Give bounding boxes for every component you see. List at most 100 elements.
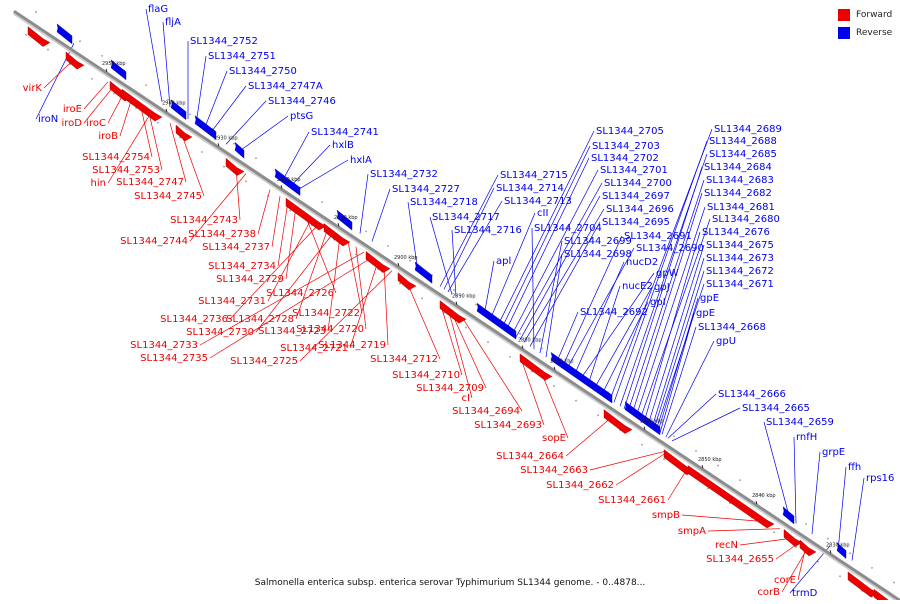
reverse-gene-label[interactable]: SL1344_2668: [698, 322, 766, 333]
forward-gene-block[interactable]: [365, 250, 391, 273]
forward-gene-label[interactable]: SL1344_2719: [318, 340, 386, 351]
forward-gene-label[interactable]: SL1344_2734: [208, 261, 276, 272]
reverse-gene-block[interactable]: [550, 351, 613, 404]
forward-gene-block[interactable]: [121, 88, 163, 122]
reverse-gene-block[interactable]: [170, 99, 187, 121]
reverse-gene-block[interactable]: [194, 115, 217, 141]
forward-gene-block[interactable]: [519, 353, 553, 381]
forward-gene-label[interactable]: SL1344_2736: [160, 314, 228, 325]
reverse-gene-block[interactable]: [836, 542, 847, 560]
forward-gene-label[interactable]: SL1344_2662: [546, 480, 614, 491]
forward-gene-label[interactable]: corE: [774, 575, 796, 586]
reverse-gene-label[interactable]: SL1344_2700: [604, 178, 672, 189]
forward-gene-block[interactable]: [175, 124, 193, 142]
reverse-gene-label[interactable]: SL1344_2671: [706, 279, 774, 290]
reverse-gene-label[interactable]: SL1344_2684: [704, 162, 772, 173]
reverse-gene-label[interactable]: rnfH: [796, 432, 817, 443]
reverse-gene-label[interactable]: SL1344_2692: [580, 307, 648, 318]
forward-gene-label[interactable]: SL1344_2694: [452, 406, 520, 417]
reverse-gene-label[interactable]: SL1344_2717: [432, 212, 500, 223]
reverse-gene-label[interactable]: SL1344_2750: [229, 66, 297, 77]
forward-gene-label[interactable]: SL1344_2753: [92, 165, 160, 176]
reverse-gene-block[interactable]: [274, 168, 301, 196]
forward-gene-label[interactable]: SL1344_2664: [496, 451, 564, 462]
forward-gene-block[interactable]: [603, 409, 633, 434]
reverse-gene-label[interactable]: SL1344_2701: [600, 165, 668, 176]
reverse-gene-label[interactable]: SL1344_2716: [454, 225, 522, 236]
reverse-gene-label[interactable]: SL1344_2703: [592, 141, 660, 152]
forward-gene-label[interactable]: SL1344_2723: [258, 326, 326, 337]
forward-gene-block[interactable]: [687, 465, 775, 529]
reverse-gene-label[interactable]: SL1344_2681: [707, 202, 775, 213]
forward-gene-label[interactable]: smpB: [652, 510, 680, 521]
reverse-gene-label[interactable]: SL1344_2732: [370, 169, 438, 180]
reverse-gene-label[interactable]: grpE: [822, 447, 845, 458]
reverse-gene-label[interactable]: SL1344_2690: [636, 243, 704, 254]
forward-gene-block[interactable]: [27, 26, 51, 47]
reverse-gene-label[interactable]: SL1344_2705: [596, 126, 664, 137]
reverse-gene-label[interactable]: gpJ: [654, 282, 670, 293]
forward-gene-label[interactable]: SL1344_2722: [292, 308, 360, 319]
forward-gene-label[interactable]: SL1344_2747: [116, 177, 184, 188]
reverse-gene-block[interactable]: [234, 141, 245, 159]
reverse-gene-label[interactable]: ffh: [848, 462, 861, 473]
forward-gene-label[interactable]: SL1344_2735: [140, 353, 208, 364]
forward-gene-block[interactable]: [225, 157, 245, 176]
reverse-gene-label[interactable]: nucE2: [622, 281, 653, 292]
forward-gene-block[interactable]: [323, 223, 351, 247]
reverse-gene-label[interactable]: hxlB: [332, 140, 354, 151]
reverse-gene-block[interactable]: [782, 506, 795, 525]
reverse-gene-label[interactable]: SL1344_2697: [602, 191, 670, 202]
reverse-gene-label[interactable]: SL1344_2752: [190, 36, 258, 47]
forward-gene-label[interactable]: sopE: [542, 433, 566, 444]
reverse-gene-label[interactable]: SL1344_2685: [709, 149, 777, 160]
forward-gene-label[interactable]: corB: [757, 587, 780, 598]
forward-gene-block[interactable]: [285, 197, 327, 231]
reverse-gene-label[interactable]: hxlA: [350, 155, 372, 166]
reverse-gene-label[interactable]: SL1344_2675: [706, 240, 774, 251]
forward-gene-label[interactable]: SL1344_2712: [370, 354, 438, 365]
reverse-gene-label[interactable]: ptsG: [290, 111, 313, 122]
reverse-gene-label[interactable]: gpW: [656, 268, 679, 279]
reverse-gene-label[interactable]: SL1344_2713: [504, 196, 572, 207]
forward-gene-label[interactable]: SL1344_2743: [170, 215, 238, 226]
reverse-gene-label[interactable]: cII: [537, 208, 548, 219]
forward-gene-label[interactable]: SL1344_2726: [266, 288, 334, 299]
reverse-gene-label[interactable]: SL1344_2683: [706, 175, 774, 186]
reverse-gene-label[interactable]: SL1344_2746: [268, 96, 336, 107]
reverse-gene-label[interactable]: gpE: [696, 308, 715, 319]
reverse-gene-label[interactable]: SL1344_2691: [624, 231, 692, 242]
forward-gene-label[interactable]: iroB: [98, 131, 118, 142]
forward-gene-label[interactable]: recN: [715, 540, 738, 551]
forward-gene-label[interactable]: SL1344_2738: [188, 229, 256, 240]
forward-gene-label[interactable]: iroE: [63, 104, 82, 115]
reverse-gene-label[interactable]: SL1344_2695: [602, 217, 670, 228]
reverse-gene-label[interactable]: SL1344_2665: [742, 403, 810, 414]
reverse-gene-label[interactable]: SL1344_2666: [718, 389, 786, 400]
forward-gene-label[interactable]: SL1344_2663: [520, 465, 588, 476]
reverse-gene-block[interactable]: [414, 261, 433, 284]
reverse-gene-block[interactable]: [624, 401, 661, 436]
reverse-gene-label[interactable]: rps16: [866, 473, 894, 484]
forward-gene-label[interactable]: iroC: [86, 118, 106, 129]
forward-gene-label[interactable]: SL1344_2744: [120, 236, 188, 247]
forward-gene-label[interactable]: SL1344_2720: [296, 324, 364, 335]
reverse-gene-label[interactable]: iroN: [38, 114, 58, 125]
forward-gene-label[interactable]: SL1344_2737: [202, 242, 270, 253]
forward-gene-label[interactable]: SL1344_2725: [230, 356, 298, 367]
reverse-gene-label[interactable]: fljA: [165, 17, 181, 28]
forward-gene-label[interactable]: hin: [91, 178, 106, 189]
reverse-gene-label[interactable]: SL1344_2680: [712, 214, 780, 225]
forward-gene-block[interactable]: [799, 539, 817, 557]
reverse-gene-label[interactable]: SL1344_2747A: [248, 81, 323, 92]
reverse-gene-label[interactable]: SL1344_2741: [311, 127, 379, 138]
reverse-gene-label[interactable]: SL1344_2659: [766, 417, 834, 428]
reverse-gene-label[interactable]: SL1344_2698: [564, 249, 632, 260]
reverse-gene-label[interactable]: nucD2: [626, 257, 658, 268]
forward-gene-label[interactable]: SL1344_2728: [226, 314, 294, 325]
forward-gene-label[interactable]: SL1344_2693: [474, 420, 542, 431]
reverse-gene-label[interactable]: SL1344_2676: [702, 227, 770, 238]
forward-gene-label[interactable]: SL1344_2731: [198, 296, 266, 307]
reverse-gene-block[interactable]: [56, 23, 73, 45]
forward-gene-label[interactable]: SL1344_2710: [392, 370, 460, 381]
